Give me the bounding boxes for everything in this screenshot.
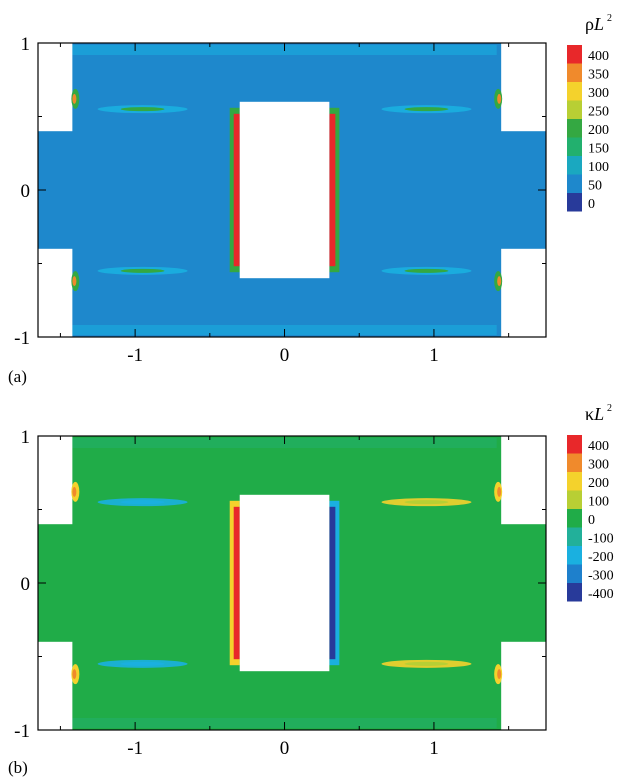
colorbar-label: -100: [588, 532, 614, 547]
colorbar-swatch: [567, 583, 582, 602]
corner-cutout: [38, 248, 73, 337]
colorbar-label: 100: [588, 495, 609, 510]
colorbar-label: -200: [588, 550, 614, 565]
colorbar-label: 350: [588, 68, 609, 83]
y-tick-label: -1: [14, 328, 30, 349]
panel-label: (a): [8, 367, 27, 386]
colorbar-label: 150: [588, 142, 609, 157]
colorbar-swatch: [567, 509, 582, 528]
panel-b: -1 0 1 1 0 -1 (b) κL 2 400 300 200 100 0 -100 -200 -300 -…: [8, 403, 614, 777]
y-tick-label: 1: [21, 427, 31, 448]
corner-spot-core: [72, 93, 77, 104]
y-tick-label: 0: [21, 181, 31, 202]
corner-spot-core: [497, 486, 502, 497]
wall-band-right: [329, 506, 336, 660]
corner-cutout: [38, 436, 73, 525]
corner-spot-core: [497, 276, 502, 287]
colorbar-swatch: [567, 193, 582, 212]
colorbar-label: 200: [588, 476, 609, 491]
panel-a: -1 0 1 1 0 -1 (a) ρL 2 400 350 300 250 200 150 100 50 0: [8, 13, 612, 386]
streak-core: [120, 268, 165, 273]
colorbar-swatch: [567, 100, 582, 119]
colorbar-swatch: [567, 174, 582, 193]
colorbar-superscript: 2: [607, 403, 612, 414]
colorbar-swatch: [567, 45, 582, 64]
x-tick-label: -1: [127, 738, 143, 759]
y-tick-label: 1: [21, 34, 31, 55]
obstacle: [239, 101, 330, 279]
colorbar-title: ρL: [585, 14, 604, 34]
corner-cutout: [38, 641, 73, 730]
colorbar-superscript: 2: [607, 13, 612, 24]
streak-core: [404, 107, 449, 112]
x-tick-label: -1: [127, 345, 143, 366]
streak-core: [120, 107, 165, 112]
corner-spot-core: [72, 276, 77, 287]
wall-band-left: [233, 113, 240, 267]
colorbar-swatch: [567, 63, 582, 82]
streak-core: [120, 500, 165, 505]
x-tick-label: 0: [280, 738, 290, 759]
colorbar-label: 50: [588, 179, 602, 194]
corner-cutout: [501, 436, 546, 525]
colorbar-label: 400: [588, 49, 609, 64]
colorbar-swatch: [567, 546, 582, 565]
colorbar-swatch: [567, 156, 582, 175]
colorbar-label: 200: [588, 123, 609, 138]
corner-spot-core: [72, 486, 77, 497]
y-tick-label: -1: [14, 721, 30, 742]
obstacle: [239, 494, 330, 672]
corner-cutout: [501, 43, 546, 132]
colorbar-label: 0: [588, 197, 595, 212]
colorbar-label: 300: [588, 458, 609, 473]
wall-band-right: [329, 113, 336, 267]
corner-cutout: [38, 43, 73, 132]
colorbar-swatch: [567, 472, 582, 491]
colorbar-swatch: [567, 564, 582, 583]
colorbar-title: κL: [585, 404, 604, 424]
streak-core: [120, 661, 165, 666]
x-tick-label: 1: [429, 738, 439, 759]
colorbar-swatch: [567, 453, 582, 472]
colorbar-label: 100: [588, 160, 609, 175]
colorbar-swatch: [567, 137, 582, 156]
colorbar-label: 400: [588, 439, 609, 454]
colorbar-label: -400: [588, 587, 614, 602]
y-tick-label: 0: [21, 574, 31, 595]
colorbar-label: 250: [588, 105, 609, 120]
wall-band-left: [233, 506, 240, 660]
colorbar-label: 300: [588, 86, 609, 101]
streak-core: [404, 661, 449, 666]
colorbar-label: 0: [588, 513, 595, 528]
x-tick-label: 1: [429, 345, 439, 366]
colorbar-swatch: [567, 119, 582, 138]
streak-core: [404, 500, 449, 505]
corner-spot-core: [497, 93, 502, 104]
panel-label: (b): [8, 758, 28, 777]
colorbar-label: -300: [588, 569, 614, 584]
streak-core: [404, 268, 449, 273]
colorbar-swatch: [567, 490, 582, 509]
corner-spot-core: [497, 669, 502, 680]
colorbar-swatch: [567, 435, 582, 454]
colorbar-swatch: [567, 82, 582, 101]
corner-cutout: [501, 641, 546, 730]
colorbar-swatch: [567, 527, 582, 546]
corner-spot-core: [72, 669, 77, 680]
x-tick-label: 0: [280, 345, 290, 366]
corner-cutout: [501, 248, 546, 337]
